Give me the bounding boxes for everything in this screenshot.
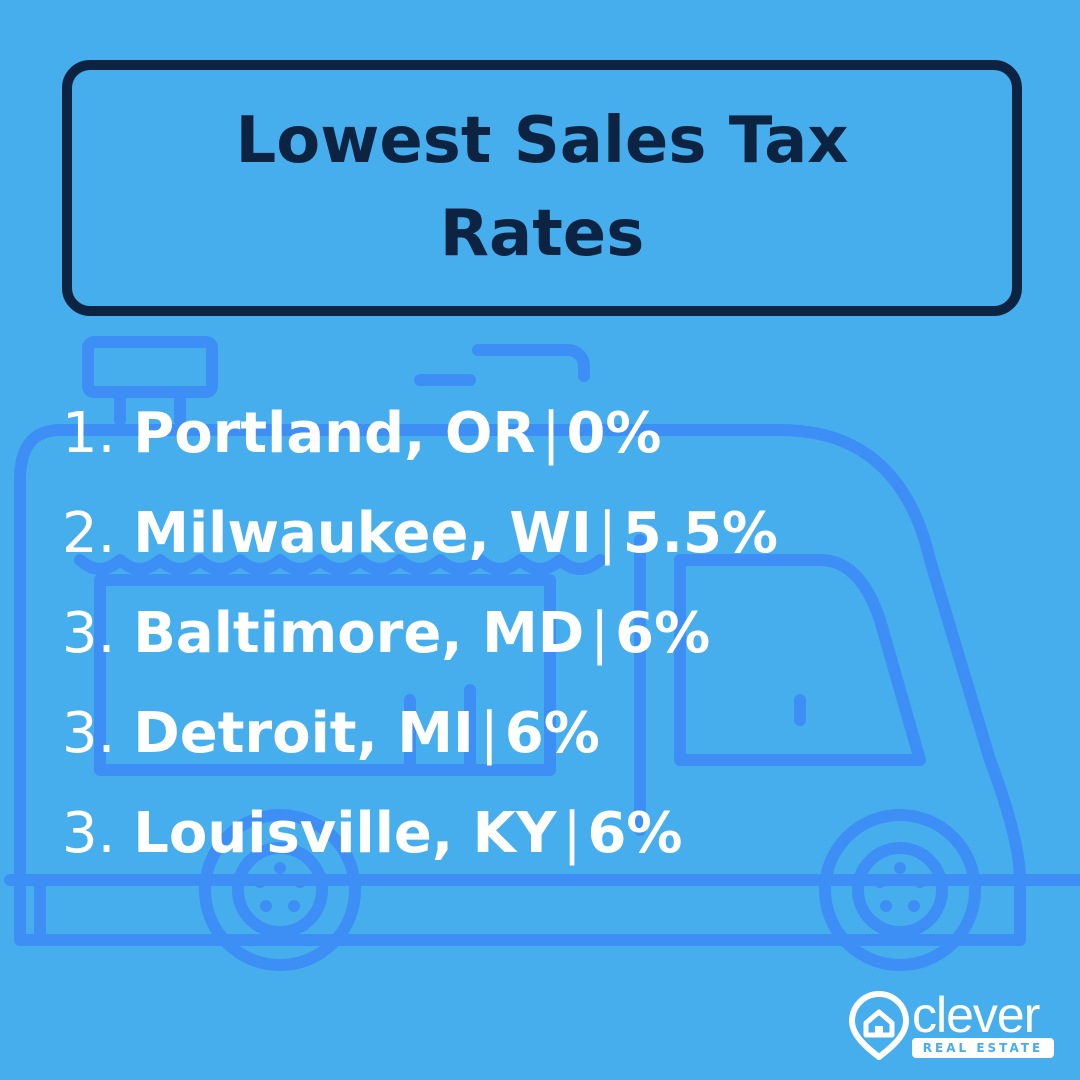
- item-city: Milwaukee, WI: [133, 501, 592, 566]
- item-rank: 3.: [62, 701, 116, 766]
- item-rank: 3.: [62, 601, 116, 666]
- item-separator: |: [562, 801, 582, 866]
- clever-logo: clever REAL ESTATE: [848, 987, 1058, 1061]
- item-rank: 2.: [62, 501, 116, 566]
- item-separator: |: [597, 501, 617, 566]
- item-city: Portland, OR: [133, 401, 536, 466]
- item-city: Detroit, MI: [133, 701, 474, 766]
- tax-rate-list: 1. Portland, OR | 0% 2. Milwaukee, WI | 5.5% 3…: [62, 384, 778, 884]
- list-item: 3. Detroit, MI | 6%: [62, 684, 778, 784]
- item-rank: 1.: [62, 401, 116, 466]
- item-separator: |: [590, 601, 610, 666]
- page-title: Lowest Sales Tax Rates: [235, 104, 849, 271]
- list-item: 1. Portland, OR | 0%: [62, 384, 778, 484]
- item-rate: 6%: [504, 701, 600, 766]
- item-rate: 0%: [566, 401, 662, 466]
- item-city: Baltimore, MD: [133, 601, 585, 666]
- item-city: Louisville, KY: [133, 801, 557, 866]
- item-rate: 6%: [587, 801, 683, 866]
- list-item: 3. Louisville, KY | 6%: [62, 784, 778, 884]
- item-separator: |: [541, 401, 561, 466]
- logo-tagline: REAL ESTATE: [912, 1038, 1054, 1058]
- list-item: 3. Baltimore, MD | 6%: [62, 584, 778, 684]
- item-rank: 3.: [62, 801, 116, 866]
- item-separator: |: [479, 701, 499, 766]
- item-rate: 6%: [615, 601, 711, 666]
- title-box: Lowest Sales Tax Rates: [62, 60, 1022, 316]
- list-item: 2. Milwaukee, WI | 5.5%: [62, 484, 778, 584]
- logo-wordmark: clever: [912, 987, 1040, 1043]
- item-rate: 5.5%: [622, 501, 779, 566]
- location-pin-house-icon: [848, 990, 910, 1061]
